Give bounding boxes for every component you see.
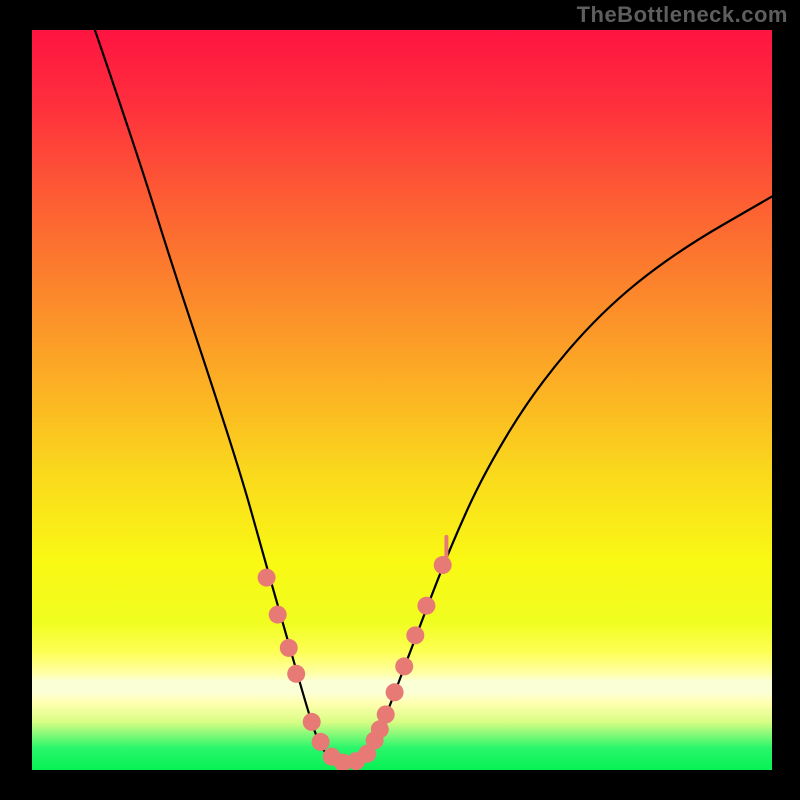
data-marker [280,639,298,657]
data-marker [303,713,321,731]
watermark-text: TheBottleneck.com [577,2,788,28]
data-marker [395,657,413,675]
data-marker [406,626,424,644]
data-marker [312,733,330,751]
chart-svg [32,30,772,770]
data-marker [417,597,435,615]
data-marker [258,569,276,587]
data-marker [377,706,395,724]
data-marker [287,665,305,683]
data-marker [434,556,452,574]
data-marker [386,683,404,701]
plot-area [32,30,772,770]
data-marker [269,606,287,624]
